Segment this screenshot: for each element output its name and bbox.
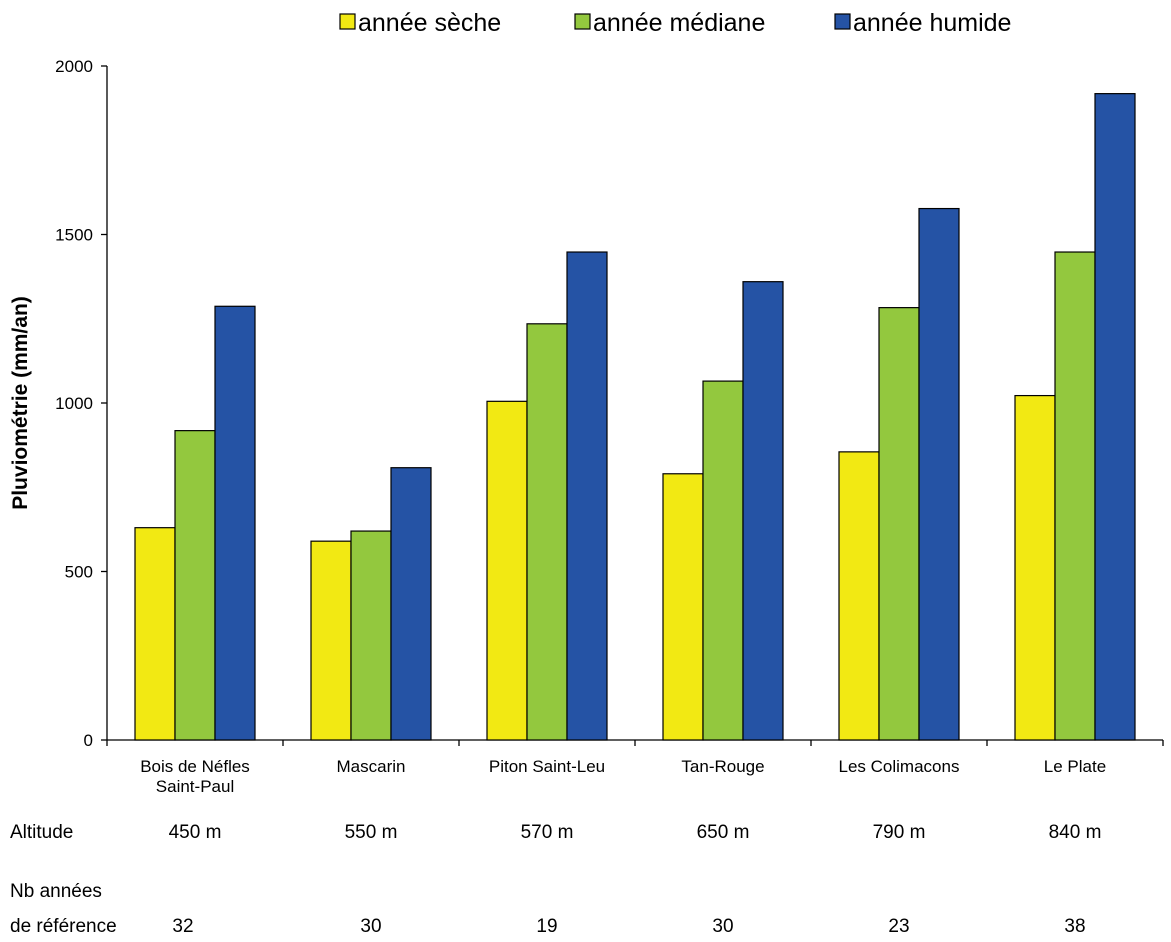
bar <box>350 530 392 741</box>
station-info-table: Altitude Nb années de référence 450 m 32 5… <box>10 822 1101 937</box>
x-category-label: Piton Saint-Leu <box>489 757 605 776</box>
years-row-label-line2: de référence <box>10 916 117 937</box>
legend-label: année humide <box>853 9 1011 37</box>
altitude-row-label: Altitude <box>10 822 73 843</box>
years-value: 19 <box>536 916 557 937</box>
years-value: 30 <box>360 916 381 937</box>
y-tick-label: 0 <box>84 731 93 750</box>
x-category-label: Le Plate <box>1044 757 1106 776</box>
bar <box>214 305 256 741</box>
y-tick-label: 500 <box>65 563 93 582</box>
bar <box>702 380 744 741</box>
y-axis-title: Pluviométrie (mm/an) <box>9 296 32 510</box>
bar <box>878 307 920 741</box>
years-value: 30 <box>712 916 733 937</box>
bar <box>526 323 568 741</box>
bar <box>742 281 784 741</box>
bar <box>486 400 528 741</box>
altitude-value: 550 m <box>345 822 398 843</box>
altitude-value: 790 m <box>873 822 926 843</box>
altitude-value: 570 m <box>521 822 574 843</box>
bars <box>134 93 1136 741</box>
bar <box>134 527 176 741</box>
bar <box>1094 93 1136 741</box>
axes: 0 500 1000 1500 2000 <box>55 57 1164 750</box>
legend-label: année médiane <box>593 9 765 37</box>
years-value: 38 <box>1064 916 1085 937</box>
bar <box>174 430 216 741</box>
x-category-label: Bois de Néfles <box>140 757 250 776</box>
altitude-value: 450 m <box>169 822 222 843</box>
bar <box>310 540 352 741</box>
years-row-label-line1: Nb années <box>10 881 102 902</box>
y-tick-label: 1500 <box>55 226 93 245</box>
x-category-label: Saint-Paul <box>156 777 234 796</box>
legend-swatch <box>574 13 591 30</box>
altitude-value: 840 m <box>1049 822 1102 843</box>
bar <box>838 451 880 741</box>
bar <box>662 473 704 741</box>
years-value: 23 <box>888 916 909 937</box>
x-category-label: Mascarin <box>337 757 406 776</box>
legend: année sèche année médiane année humide <box>339 9 1011 37</box>
bar <box>566 251 608 741</box>
y-tick-label: 2000 <box>55 57 93 76</box>
bar <box>390 467 432 741</box>
x-category-label: Les Colimacons <box>839 757 960 776</box>
bar <box>1014 394 1056 741</box>
y-tick-label: 1000 <box>55 394 93 413</box>
years-value: 32 <box>172 916 193 937</box>
bar <box>918 207 960 741</box>
legend-swatch <box>339 13 356 30</box>
legend-label: année sèche <box>358 9 501 37</box>
altitude-value: 650 m <box>697 822 750 843</box>
bar <box>1054 251 1096 741</box>
x-category-label: Tan-Rouge <box>681 757 764 776</box>
legend-swatch <box>834 13 851 30</box>
